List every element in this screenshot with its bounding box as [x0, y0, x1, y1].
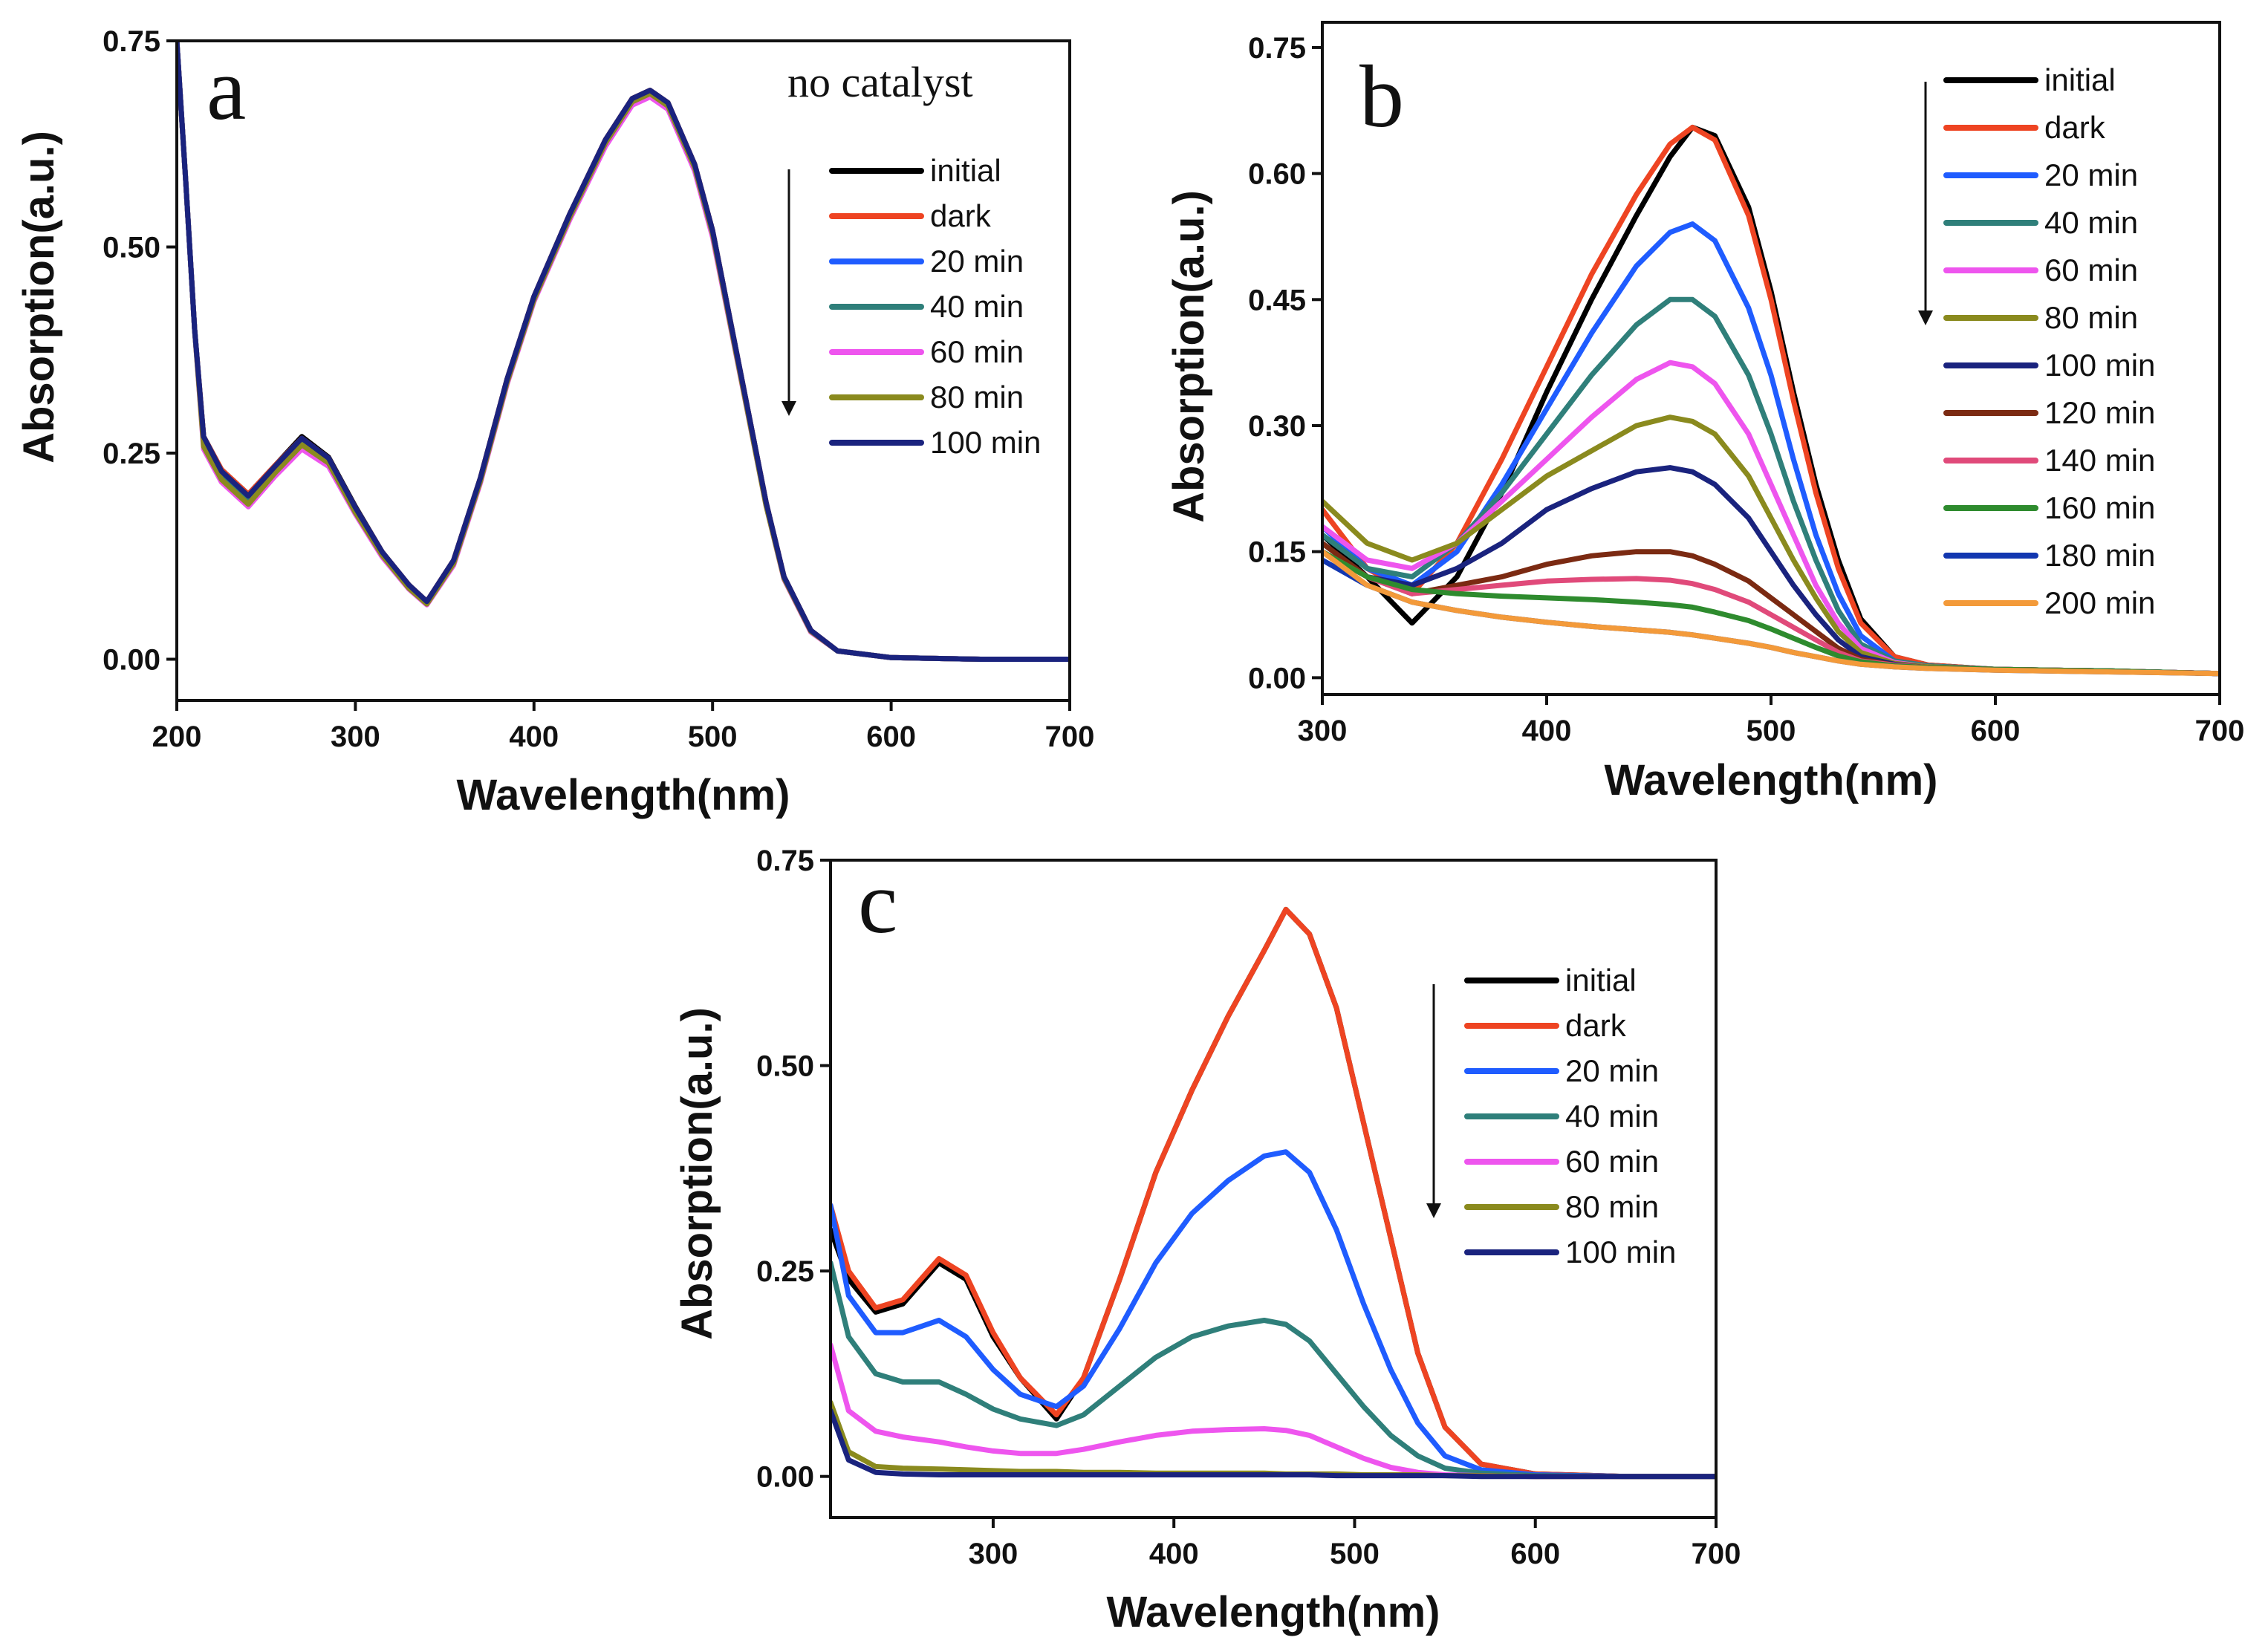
legend-label: initial: [2044, 62, 2116, 97]
x-tick-label: 700: [1045, 721, 1095, 753]
series-line-100-min: [831, 1408, 1716, 1480]
x-tick-label: 600: [1971, 715, 2021, 747]
panel-b-legend: initial dark 20 min 40 min 60 min 80 min 100 m…: [1943, 62, 2155, 620]
x-tick-label: 400: [1149, 1538, 1199, 1570]
panel-b-lines: [1322, 124, 2220, 677]
panel-c: 300 400 500 600 700 0.00 0.25 0.50 0.75 c Wavel…: [673, 845, 1741, 1636]
x-tick-label: 300: [1298, 715, 1348, 747]
series-line-60-min: [831, 1342, 1716, 1480]
panel-c-legend: initial dark 20 min 40 min 60 min 80 min 100 m…: [1464, 963, 1676, 1269]
panel-a-xticks: 200 300 400 500 600 700: [152, 700, 1095, 753]
panel-b-letter: b: [1359, 47, 1404, 146]
panel-a-letter: a: [207, 39, 246, 138]
panel-b-ylabel: Absorption(a.u.): [1165, 190, 1213, 523]
y-tick-label: 0.30: [1248, 410, 1306, 443]
x-tick-label: 200: [152, 721, 202, 753]
y-tick-label: 0.00: [103, 644, 160, 677]
panel-c-frame: [829, 859, 1718, 1519]
legend-label: 100 min: [1565, 1235, 1676, 1269]
y-tick-label: 0.25: [756, 1255, 814, 1288]
panel-a-annotation: no catalyst: [787, 58, 973, 106]
y-tick-label: 0.75: [756, 845, 814, 877]
legend-label: 180 min: [2044, 538, 2155, 573]
x-tick-label: 300: [331, 721, 380, 753]
panel-a-frame: [175, 39, 1071, 702]
x-tick-label: 400: [509, 721, 559, 753]
y-tick-label: 0.45: [1248, 284, 1306, 316]
y-tick-label: 0.50: [103, 232, 160, 264]
legend-label: dark: [1565, 1008, 1627, 1043]
legend-label: 40 min: [1565, 1099, 1659, 1134]
legend-label: initial: [930, 153, 1001, 188]
legend-label: 60 min: [1565, 1144, 1659, 1179]
x-tick-label: 600: [1510, 1538, 1560, 1570]
x-tick-label: 400: [1522, 715, 1572, 747]
panel-c-xticks: 300 400 500 600 700: [969, 1518, 1741, 1570]
legend-label: 200 min: [2044, 585, 2155, 620]
legend-label: 80 min: [930, 380, 1024, 414]
y-tick-label: 0.50: [756, 1050, 814, 1083]
legend-label: 80 min: [1565, 1189, 1659, 1224]
panel-a-yticks: 0.00 0.25 0.50 0.75: [103, 25, 177, 677]
panel-b-arrowhead: [1918, 310, 1933, 325]
y-tick-label: 0.75: [103, 25, 160, 58]
legend-label: 20 min: [930, 244, 1024, 279]
legend-label: initial: [1565, 963, 1637, 998]
panel-c-letter: c: [858, 853, 897, 952]
series-line-200-min: [1322, 549, 2220, 677]
panel-a-ylabel: Absorption(a.u.): [15, 131, 63, 464]
panel-a-legend: initial dark 20 min 40 min 60 min 80 min 100 m…: [829, 153, 1041, 460]
panel-a-arrowhead: [782, 401, 796, 416]
y-tick-label: 0.25: [103, 438, 160, 470]
legend-label: 20 min: [1565, 1053, 1659, 1088]
series-line-dark: [831, 906, 1716, 1480]
panel-a-xlabel: Wavelength(nm): [457, 771, 790, 819]
legend-label: 140 min: [2044, 443, 2155, 478]
panel-b-xticks: 300 400 500 600 700: [1298, 695, 2245, 747]
x-tick-label: 300: [969, 1538, 1018, 1570]
legend-label: 120 min: [2044, 395, 2155, 430]
series-line-100-min: [177, 41, 1070, 662]
y-tick-label: 0.60: [1248, 158, 1306, 191]
x-tick-label: 500: [1330, 1538, 1380, 1570]
y-tick-label: 0.15: [1248, 536, 1306, 569]
legend-label: 60 min: [930, 334, 1024, 369]
legend-label: 40 min: [2044, 205, 2138, 240]
panel-c-arrowhead: [1426, 1203, 1441, 1218]
series-line-80-min: [831, 1399, 1716, 1480]
legend-label: 80 min: [2044, 300, 2138, 335]
legend-label: 40 min: [930, 289, 1024, 324]
legend-label: 60 min: [2044, 253, 2138, 287]
series-line-40-min: [831, 1260, 1716, 1480]
panel-a: 200 300 400 500 600 700 0.00 0.25 0.50 0.75 a no…: [15, 25, 1094, 819]
y-tick-label: 0.75: [1248, 32, 1306, 65]
y-tick-label: 0.00: [1248, 662, 1306, 695]
legend-label: dark: [2044, 110, 2106, 145]
legend-label: 100 min: [2044, 348, 2155, 383]
panel-c-lines: [831, 906, 1716, 1480]
legend-label: 160 min: [2044, 490, 2155, 525]
x-tick-label: 700: [2195, 715, 2245, 747]
panel-c-yticks: 0.00 0.25 0.50 0.75: [756, 845, 831, 1494]
panel-a-lines: [177, 41, 1070, 662]
panel-c-ylabel: Absorption(a.u.): [673, 1007, 721, 1340]
legend-label: 100 min: [930, 425, 1041, 460]
panel-b: 300 400 500 600 700 0.00 0.15 0.30 0.45 0.60 0.75…: [1165, 21, 2245, 804]
y-tick-label: 0.00: [756, 1461, 814, 1494]
x-tick-label: 500: [688, 721, 738, 753]
x-tick-label: 500: [1747, 715, 1796, 747]
legend-label: dark: [930, 198, 992, 233]
panel-b-xlabel: Wavelength(nm): [1605, 756, 1938, 804]
panel-b-yticks: 0.00 0.15 0.30 0.45 0.60 0.75: [1248, 32, 1322, 695]
x-tick-label: 700: [1692, 1538, 1741, 1570]
series-line-20-min: [831, 1149, 1716, 1480]
x-tick-label: 600: [866, 721, 916, 753]
legend-label: 20 min: [2044, 157, 2138, 192]
panel-c-xlabel: Wavelength(nm): [1107, 1588, 1440, 1636]
